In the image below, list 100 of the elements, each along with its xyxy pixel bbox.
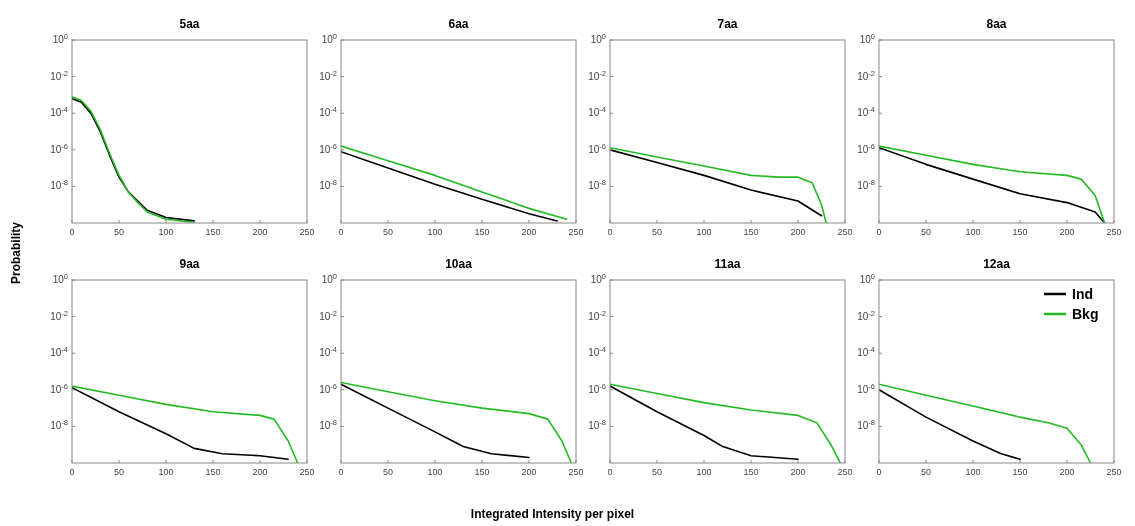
y-tick-label: 10$^{-4}$ — [50, 104, 68, 119]
y-tick-label: 10$^{-6}$ — [857, 141, 875, 155]
y-tick-label: 10$^{-8}$ — [319, 177, 337, 192]
line-series — [610, 383, 842, 463]
x-tick-label: 250 — [1106, 227, 1122, 237]
line-series — [341, 383, 530, 459]
x-tick-label: 250 — [837, 467, 853, 477]
chart-title: 8aa — [986, 17, 1007, 31]
x-tick-label: 100 — [158, 467, 174, 477]
y-tick-label: 10$^{-4}$ — [50, 344, 68, 359]
chart-title: 10aa — [445, 257, 473, 271]
x-tick-label: 150 — [743, 467, 759, 477]
y-tick-label: 10$^{-2}$ — [319, 308, 337, 322]
y-tick-label: 10$^{0}$ — [590, 271, 606, 285]
line-series — [610, 385, 799, 461]
y-tick-label: 10$^{0}$ — [52, 271, 68, 285]
x-tick-label: 0 — [607, 227, 613, 237]
x-tick-label: 200 — [790, 227, 806, 237]
line-series — [879, 383, 1092, 463]
x-tick-label: 50 — [113, 227, 125, 237]
x-tick-label: 0 — [69, 467, 75, 477]
x-tick-label: 150 — [743, 227, 759, 237]
chart-title: 12aa — [983, 257, 1011, 271]
legend-label: Ind — [1072, 286, 1093, 302]
x-tick-label: 100 — [965, 467, 981, 477]
x-tick-label: 250 — [299, 227, 315, 237]
chart-title: 9aa — [179, 257, 200, 271]
x-tick-label: 200 — [252, 467, 268, 477]
y-tick-label: 10$^{-8}$ — [50, 417, 68, 432]
y-tick-label: 10$^{0}$ — [321, 31, 337, 45]
x-tick-label: 250 — [837, 227, 853, 237]
x-tick-label: 250 — [299, 467, 315, 477]
x-tick-label: 150 — [474, 467, 490, 477]
x-tick-label: 150 — [1012, 227, 1028, 237]
chart-title: 11aa — [714, 257, 741, 271]
y-tick-label: 10$^{-6}$ — [50, 141, 68, 155]
y-tick-label: 10$^{-2}$ — [319, 68, 337, 82]
y-tick-label: 10$^{-2}$ — [857, 68, 875, 82]
y-tick-label: 10$^{-4}$ — [588, 104, 606, 119]
y-tick-label: 10$^{0}$ — [52, 31, 68, 45]
y-axis-title: Probability — [9, 221, 23, 285]
x-tick-label: 200 — [1059, 227, 1075, 237]
x-tick-label: 150 — [1012, 467, 1028, 477]
x-tick-label: 200 — [521, 227, 537, 237]
x-tick-label: 200 — [521, 467, 537, 477]
y-tick-label: 10$^{-6}$ — [319, 141, 337, 155]
x-tick-label: 50 — [382, 467, 394, 477]
y-tick-label: 10$^{-2}$ — [857, 308, 875, 322]
chart-title: 5aa — [179, 17, 200, 31]
x-tick-label: 100 — [965, 227, 981, 237]
y-tick-label: 10$^{-2}$ — [50, 308, 68, 322]
x-tick-label: 0 — [607, 467, 613, 477]
x-tick-label: 200 — [252, 227, 268, 237]
chart-title: 7aa — [717, 17, 738, 31]
x-tick-label: 200 — [790, 467, 806, 477]
x-tick-label: 100 — [158, 227, 174, 237]
x-tick-label: 0 — [338, 227, 344, 237]
x-tick-label: 50 — [651, 467, 663, 477]
x-tick-label: 0 — [876, 227, 882, 237]
x-tick-label: 100 — [696, 227, 712, 237]
x-tick-label: 50 — [382, 227, 394, 237]
legend-label: Bkg — [1072, 306, 1099, 322]
y-tick-label: 10$^{-6}$ — [588, 381, 606, 395]
x-tick-label: 150 — [205, 467, 221, 477]
y-tick-label: 10$^{-8}$ — [588, 177, 606, 192]
x-tick-label: 250 — [1106, 467, 1122, 477]
y-tick-label: 10$^{-2}$ — [50, 68, 68, 82]
x-tick-label: 250 — [568, 227, 584, 237]
y-tick-label: 10$^{-6}$ — [857, 381, 875, 395]
x-tick-label: 250 — [568, 467, 584, 477]
y-tick-label: 10$^{0}$ — [859, 31, 875, 45]
y-tick-label: 10$^{-8}$ — [319, 417, 337, 432]
y-tick-label: 10$^{-4}$ — [588, 344, 606, 359]
y-tick-label: 10$^{-2}$ — [588, 68, 606, 82]
x-tick-label: 100 — [427, 227, 443, 237]
y-tick-label: 10$^{-8}$ — [588, 417, 606, 432]
y-tick-label: 10$^{0}$ — [590, 31, 606, 45]
x-tick-label: 0 — [338, 467, 344, 477]
y-tick-label: 10$^{0}$ — [321, 271, 337, 285]
x-axis-title: Integrated Intensity per pixel — [470, 507, 635, 521]
y-tick-label: 10$^{-8}$ — [857, 177, 875, 192]
y-tick-label: 10$^{-2}$ — [588, 308, 606, 322]
x-tick-label: 50 — [920, 227, 932, 237]
y-tick-label: 10$^{-8}$ — [50, 177, 68, 192]
y-tick-label: 10$^{-4}$ — [857, 104, 875, 119]
y-tick-label: 10$^{-6}$ — [50, 381, 68, 395]
x-tick-label: 150 — [474, 227, 490, 237]
y-tick-label: 10$^{-4}$ — [319, 104, 337, 119]
x-tick-label: 100 — [696, 467, 712, 477]
x-tick-label: 50 — [113, 467, 125, 477]
x-tick-label: 0 — [69, 227, 75, 237]
x-tick-label: 50 — [651, 227, 663, 237]
y-tick-label: 10$^{0}$ — [859, 271, 875, 285]
line-series — [879, 389, 1021, 461]
y-tick-label: 10$^{-4}$ — [857, 344, 875, 359]
x-tick-label: 100 — [427, 467, 443, 477]
y-tick-label: 10$^{-6}$ — [588, 141, 606, 155]
y-tick-label: 10$^{-4}$ — [319, 344, 337, 359]
y-tick-label: 10$^{-6}$ — [319, 381, 337, 395]
x-tick-label: 200 — [1059, 467, 1075, 477]
